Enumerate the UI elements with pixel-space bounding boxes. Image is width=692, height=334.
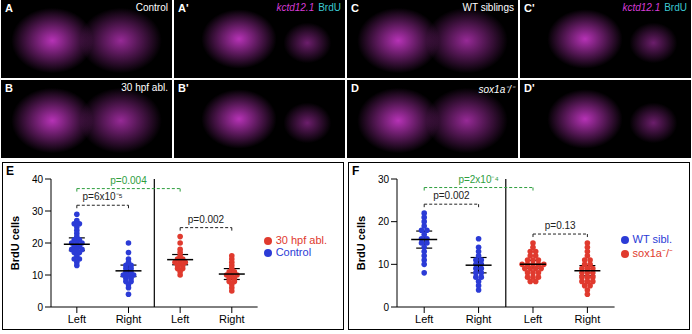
html-text:30 hpf abl.: 30 hpf abl.	[121, 82, 168, 93]
svg-text:p=6x10⁻⁵: p=6x10⁻⁵	[83, 191, 123, 202]
html-text:A: A	[5, 2, 13, 14]
html-text:30 hpf abl.: 30 hpf abl.	[275, 234, 327, 246]
svg-text:Left: Left	[171, 313, 189, 325]
html-text:WT sibl.: WT sibl.	[632, 232, 673, 245]
svg-text:BrdU cells: BrdU cells	[355, 216, 367, 270]
svg-text:10: 10	[32, 270, 44, 281]
svg-text:10: 10	[378, 259, 390, 270]
svg-text:40: 40	[32, 174, 44, 185]
html-text:kctd12.1 BrdU: kctd12.1 BrdU	[622, 2, 687, 13]
html-text:B': B'	[178, 82, 189, 94]
svg-text:Right: Right	[466, 313, 492, 325]
html-text:C': C'	[524, 2, 535, 14]
html-text:A': A'	[178, 2, 189, 14]
html-text:B: B	[5, 82, 13, 94]
svg-text:Right: Right	[116, 313, 142, 325]
html-text:D': D'	[524, 82, 535, 94]
html-text:sox1a⁻/⁻: sox1a⁻/⁻	[632, 246, 673, 259]
svg-text:Left: Left	[415, 313, 433, 325]
html-text:C: C	[351, 2, 359, 14]
svg-text:20: 20	[378, 216, 390, 227]
svg-text:p=0.002: p=0.002	[433, 190, 470, 201]
svg-text:Right: Right	[575, 313, 601, 325]
html-text:kctd12.1 BrdU: kctd12.1 BrdU	[276, 2, 341, 13]
svg-text:p=0.004: p=0.004	[110, 175, 147, 186]
html-text:E: E	[6, 164, 14, 178]
html-text:D: D	[351, 82, 359, 94]
svg-text:Left: Left	[524, 313, 542, 325]
svg-text:0: 0	[383, 302, 389, 313]
svg-text:Left: Left	[68, 313, 86, 325]
html-text:Control: Control	[135, 2, 168, 13]
html-text:F: F	[352, 164, 360, 178]
svg-text:p=2x10⁻⁴: p=2x10⁻⁴	[458, 174, 498, 185]
svg-text:p=0.13: p=0.13	[545, 220, 576, 231]
svg-text:p=0.002: p=0.002	[188, 214, 225, 225]
svg-text:30: 30	[378, 174, 390, 185]
html-text:Control: Control	[275, 246, 312, 258]
svg-text:BrdU cells: BrdU cells	[9, 216, 21, 270]
html-text:sox1a⁻/⁻: sox1a⁻/⁻	[478, 84, 514, 95]
svg-text:Right: Right	[219, 313, 245, 325]
svg-text:0: 0	[37, 302, 43, 313]
svg-text:30: 30	[32, 206, 44, 217]
svg-text:20: 20	[32, 238, 44, 249]
html-text:WT siblings: WT siblings	[462, 2, 514, 13]
